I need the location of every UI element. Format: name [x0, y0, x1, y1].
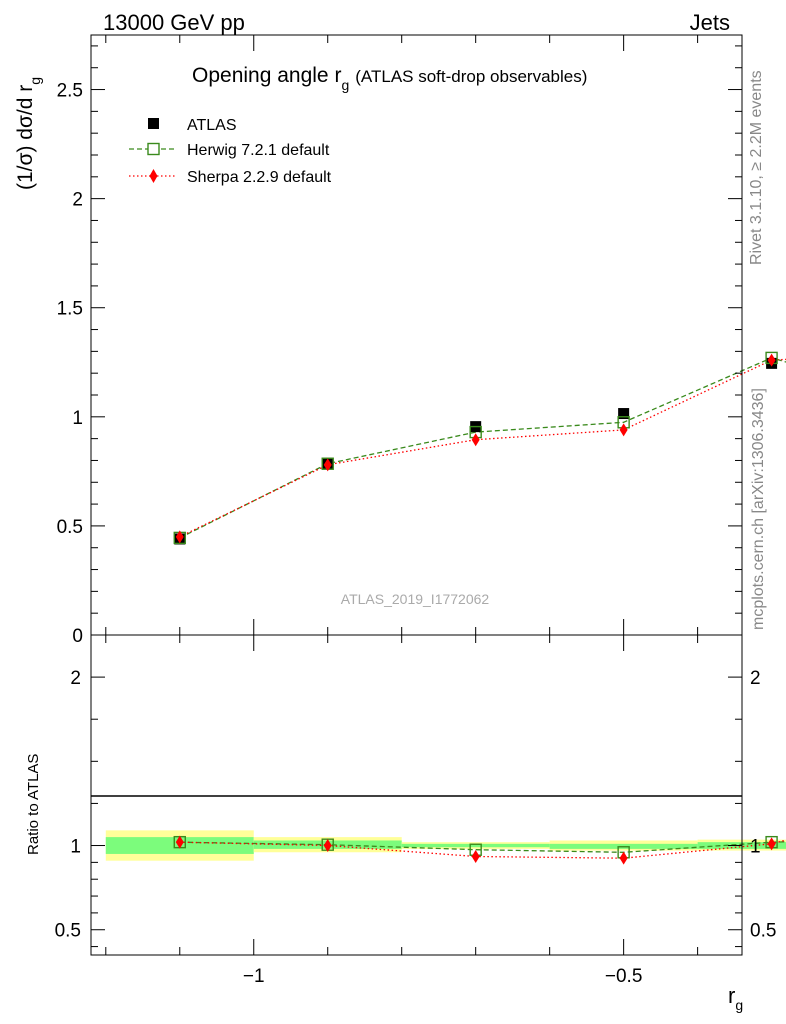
legend: ATLAS Herwig 7.2.1 default Sherpa 2.2.9 …	[129, 117, 332, 186]
ratio-point-sherpa-1	[323, 839, 332, 853]
energy-label: 13000 GeV pp	[103, 10, 245, 35]
ratio-x-tick-label: −0.5	[605, 966, 643, 987]
ratio-point-sherpa-2	[471, 849, 480, 863]
analysis-watermark: ATLAS_2019_I1772062	[341, 591, 490, 607]
ratio-y-axis-label: Ratio to ATLAS	[25, 754, 42, 855]
main-panel: Opening angle rg (ATLAS soft-drop observa…	[14, 34, 786, 647]
ratio-line-herwig	[179, 841, 786, 853]
main-point-sherpa-4	[767, 353, 776, 367]
legend-marker-atlas	[148, 118, 159, 129]
ratio-x-tick-label: −1	[243, 966, 265, 987]
ratio-y-tick-label-left: 1	[70, 837, 81, 858]
ratio-panel: Ratio to ATLAS 0.5 0.5 1 1 2 2 −1 −0.5 rg	[25, 634, 786, 1013]
main-y-tick-label: 1	[72, 408, 83, 429]
ratio-point-sherpa-4	[767, 837, 776, 851]
ratio-y-tick-label-left: 0.5	[55, 921, 81, 942]
y-axis-label-main: (1/σ) dσ/d r	[14, 85, 37, 190]
main-y-tick-label: 1.5	[57, 299, 83, 320]
legend-label-herwig: Herwig 7.2.1 default	[187, 142, 330, 159]
mcplots-label: mcplots.cern.ch [arXiv:1306.3436]	[750, 388, 767, 630]
x-axis-label: rg	[728, 983, 743, 1013]
chart-title-sub: g	[341, 77, 349, 93]
ratio-y-tick-label-right: 2	[750, 668, 761, 689]
chart-title-extra: (ATLAS soft-drop observables)	[355, 67, 587, 86]
ratio-y-tick-label-left: 2	[70, 668, 81, 689]
ratio-point-sherpa-3	[619, 851, 628, 865]
chart-title: Opening angle rg (ATLAS soft-drop observa…	[192, 64, 587, 93]
main-point-atlas-3	[618, 408, 630, 420]
y-axis-label: (1/σ) dσ/d rg	[14, 77, 43, 190]
main-line-sherpa	[179, 358, 786, 538]
y-axis-label-sub: g	[27, 77, 43, 85]
ratio-y-tick-label-right: 1	[750, 837, 761, 858]
main-point-sherpa-0	[175, 530, 184, 544]
main-y-tick-label: 0.5	[57, 517, 83, 538]
rivet-label: Rivet 3.1.10, ≥ 2.2M events	[748, 70, 765, 265]
legend-marker-sherpa	[149, 169, 158, 183]
chart-title-main: Opening angle r	[192, 64, 341, 87]
ratio-point-sherpa-0	[175, 835, 184, 849]
x-axis-label-sub: g	[735, 997, 743, 1013]
main-line-herwig	[179, 357, 786, 539]
main-point-sherpa-1	[323, 458, 332, 472]
ratio-stat-band-2	[401, 843, 550, 848]
legend-marker-herwig	[147, 142, 160, 156]
main-y-tick-label: 2.5	[57, 81, 83, 102]
legend-label-atlas: ATLAS	[187, 117, 237, 134]
ratio-y-tick-label-right: 0.5	[750, 921, 776, 942]
main-point-sherpa-2	[471, 433, 480, 447]
main-y-tick-label: 0	[72, 626, 83, 647]
ratio-frame	[90, 634, 743, 956]
legend-label-sherpa: Sherpa 2.2.9 default	[187, 169, 332, 186]
main-point-sherpa-3	[619, 423, 628, 437]
x-axis-label-main: r	[728, 983, 735, 1008]
main-y-tick-label: 2	[72, 190, 83, 211]
process-label: Jets	[690, 10, 730, 35]
